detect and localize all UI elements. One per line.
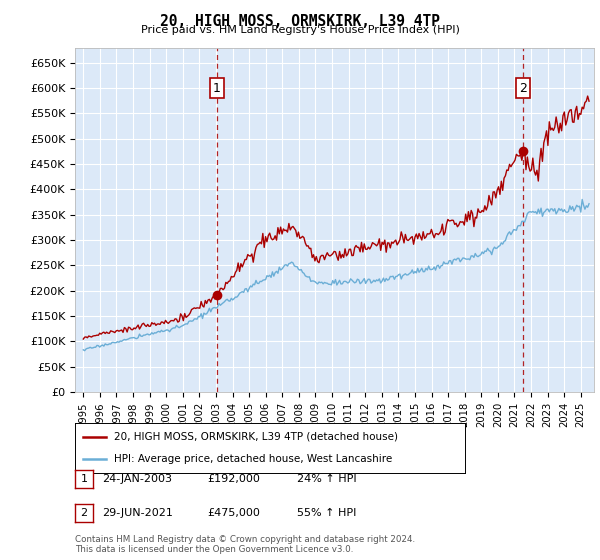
- Text: 1: 1: [80, 474, 88, 484]
- Text: 29-JUN-2021: 29-JUN-2021: [102, 508, 173, 518]
- Text: Price paid vs. HM Land Registry's House Price Index (HPI): Price paid vs. HM Land Registry's House …: [140, 25, 460, 35]
- Text: Contains HM Land Registry data © Crown copyright and database right 2024.
This d: Contains HM Land Registry data © Crown c…: [75, 535, 415, 554]
- Text: 55% ↑ HPI: 55% ↑ HPI: [297, 508, 356, 518]
- Text: 2: 2: [519, 82, 527, 95]
- Text: £192,000: £192,000: [207, 474, 260, 484]
- Text: 20, HIGH MOSS, ORMSKIRK, L39 4TP (detached house): 20, HIGH MOSS, ORMSKIRK, L39 4TP (detach…: [114, 432, 398, 442]
- Text: 2: 2: [80, 508, 88, 518]
- Text: 24% ↑ HPI: 24% ↑ HPI: [297, 474, 356, 484]
- Text: 20, HIGH MOSS, ORMSKIRK, L39 4TP: 20, HIGH MOSS, ORMSKIRK, L39 4TP: [160, 14, 440, 29]
- Text: 1: 1: [213, 82, 221, 95]
- Text: £475,000: £475,000: [207, 508, 260, 518]
- Text: 24-JAN-2003: 24-JAN-2003: [102, 474, 172, 484]
- Text: HPI: Average price, detached house, West Lancashire: HPI: Average price, detached house, West…: [114, 454, 392, 464]
